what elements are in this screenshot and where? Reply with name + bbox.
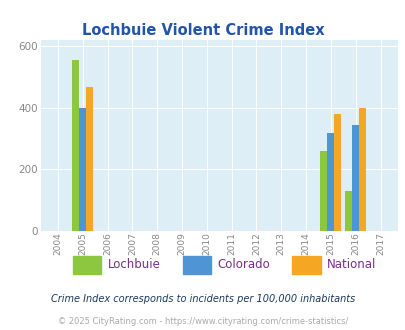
Text: Lochbuie Violent Crime Index: Lochbuie Violent Crime Index bbox=[81, 23, 324, 38]
Text: © 2025 CityRating.com - https://www.cityrating.com/crime-statistics/: © 2025 CityRating.com - https://www.city… bbox=[58, 317, 347, 326]
Bar bbox=[344, 191, 352, 231]
Text: Crime Index corresponds to incidents per 100,000 inhabitants: Crime Index corresponds to incidents per… bbox=[51, 294, 354, 304]
Bar bbox=[79, 108, 86, 231]
Bar bbox=[320, 151, 326, 231]
Text: National: National bbox=[326, 257, 375, 271]
Bar bbox=[352, 125, 358, 231]
Bar bbox=[358, 108, 365, 231]
Text: Colorado: Colorado bbox=[217, 257, 269, 271]
Text: Lochbuie: Lochbuie bbox=[107, 257, 160, 271]
Bar bbox=[334, 114, 341, 231]
Bar bbox=[72, 60, 79, 231]
Bar bbox=[326, 133, 334, 231]
Bar bbox=[86, 86, 93, 231]
